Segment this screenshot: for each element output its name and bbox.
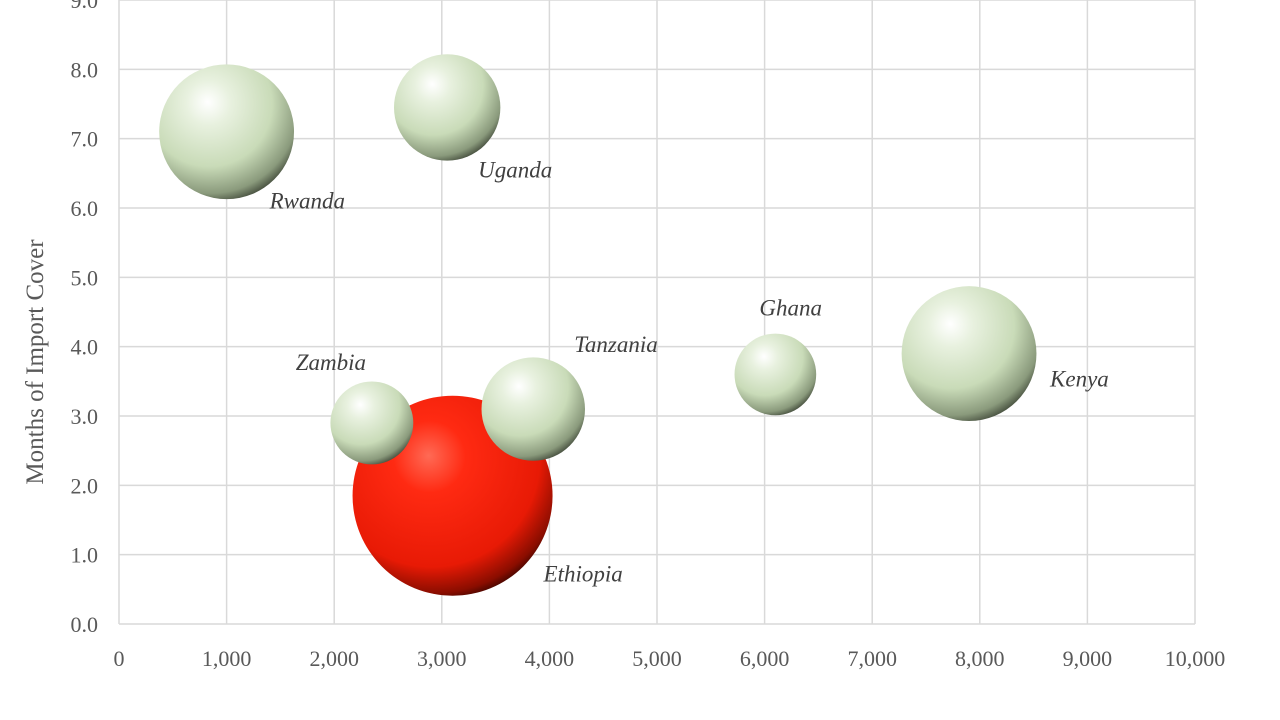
x-tick-label: 7,000 (847, 646, 897, 671)
y-tick-label: 0.0 (71, 612, 99, 637)
y-axis-ticks: 0.0 1.0 2.0 3.0 4.0 5.0 6.0 7.0 8.0 9.0 (71, 0, 99, 637)
x-tick-label: 2,000 (309, 646, 359, 671)
x-tick-label: 10,000 (1165, 646, 1226, 671)
bubble-rwanda (159, 64, 295, 200)
y-tick-label: 5.0 (71, 265, 99, 290)
x-tick-label: 5,000 (632, 646, 682, 671)
x-tick-label: 4,000 (525, 646, 575, 671)
x-tick-label: 0 (114, 646, 125, 671)
bubble-label-zambia: Zambia (296, 350, 366, 375)
bubble-ghana (734, 333, 817, 416)
bubble-label-rwanda: Rwanda (269, 189, 345, 214)
bubble-series (159, 54, 1037, 596)
bubble-labels: Rwanda Uganda Zambia Ethiopia Tanzania Ghana K… (269, 157, 1109, 586)
x-tick-label: 3,000 (417, 646, 467, 671)
bubble-kenya (901, 286, 1037, 422)
y-tick-label: 1.0 (71, 543, 99, 568)
y-tick-label: 2.0 (71, 473, 99, 498)
bubble-label-ghana: Ghana (759, 295, 822, 320)
y-tick-label: 9.0 (71, 0, 99, 13)
bubble-uganda (393, 54, 501, 161)
bubble-tanzania (481, 357, 585, 461)
bubble-label-ethiopia: Ethiopia (543, 562, 623, 587)
y-tick-label: 8.0 (71, 57, 99, 82)
x-tick-label: 8,000 (955, 646, 1005, 671)
grid-lines (118, 0, 1196, 625)
bubble-label-uganda: Uganda (478, 157, 552, 182)
x-axis-ticks: 0 1,000 2,000 3,000 4,000 5,000 6,000 7,000 8,00… (114, 646, 1226, 671)
bubble-label-tanzania: Tanzania (574, 332, 658, 357)
y-tick-label: 7.0 (71, 127, 99, 152)
y-axis-title: Months of Import Cover (22, 239, 49, 485)
x-tick-label: 9,000 (1063, 646, 1113, 671)
bubble-zambia (330, 381, 414, 465)
y-tick-label: 6.0 (71, 196, 99, 221)
bubble-label-kenya: Kenya (1049, 367, 1109, 392)
y-tick-label: 4.0 (71, 335, 99, 360)
y-tick-label: 3.0 (71, 404, 99, 429)
x-tick-label: 1,000 (202, 646, 252, 671)
x-tick-label: 6,000 (740, 646, 790, 671)
